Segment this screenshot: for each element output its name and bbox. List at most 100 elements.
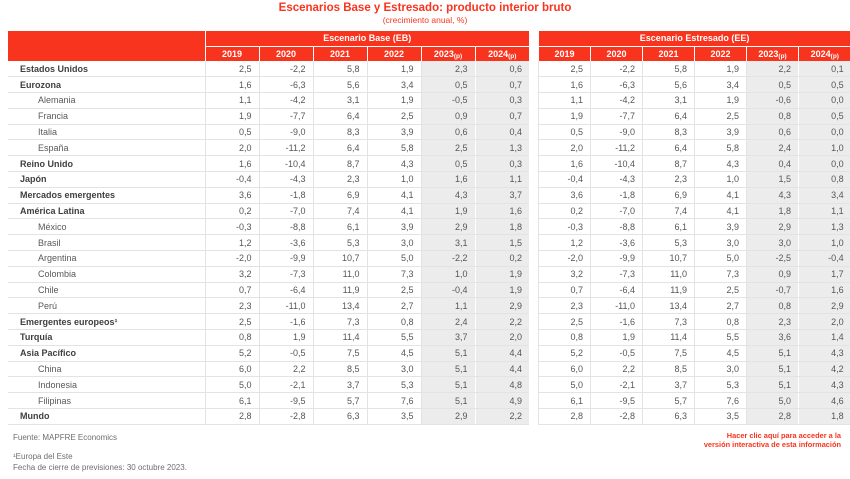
value-cell: 2,5 (694, 282, 747, 299)
value-cell: 7,6 (694, 392, 747, 410)
value-cell: 0,6 (420, 124, 475, 141)
value-cell: 3,6 (204, 187, 259, 204)
value-cell: -7,3 (258, 266, 313, 283)
value-cell: 2,9 (746, 218, 799, 236)
value-cell: 5,1 (420, 392, 475, 410)
value-cell: -10,4 (590, 155, 643, 173)
value-cell: 3,2 (538, 266, 591, 283)
value-cell: 4,3 (746, 187, 799, 204)
value-cell: 8,3 (312, 124, 367, 141)
value-cell: -9,0 (258, 124, 313, 141)
table-row: Perú 2,3 -11,0 13,4 2,7 1,1 2,9 (8, 297, 530, 315)
value-cell: 2,3 (312, 171, 367, 188)
value-cell: 6,1 (538, 392, 591, 410)
table-row: América Latina 0,2 -7,0 7,4 4,1 1,9 1,6 (8, 203, 530, 220)
table-row: Turquía 0,8 1,9 11,4 5,5 3,7 2,0 (8, 329, 530, 346)
value-cell: 3,0 (366, 361, 421, 378)
year-column-header: 2023(p) (420, 46, 475, 61)
row-label: Francia (8, 108, 205, 125)
value-cell: 0,0 (798, 92, 850, 109)
value-cell: 11,4 (312, 329, 367, 346)
table-row: Italia 0,5 -9,0 8,3 3,9 0,6 0,4 (8, 124, 530, 141)
value-cell: 2,3 (420, 61, 475, 78)
value-cell: 4,9 (474, 392, 530, 410)
value-cell: 0,3 (474, 155, 530, 173)
value-cell: 5,8 (312, 61, 367, 78)
value-cell: 3,7 (312, 376, 367, 394)
value-cell: 3,6 (538, 187, 591, 204)
value-cell: 6,4 (312, 139, 367, 157)
row-label: Mundo (8, 408, 205, 425)
value-cell: -4,2 (590, 92, 643, 109)
value-cell: -3,6 (258, 234, 313, 252)
value-cell: 6,1 (204, 392, 259, 410)
value-cell: 1,6 (538, 155, 591, 173)
value-cell: 0,4 (746, 155, 799, 173)
row-label: Turquía (8, 329, 205, 346)
value-cell: -0,4 (204, 171, 259, 188)
page-title: Escenarios Base y Estresado: producto in… (278, 2, 572, 14)
row-label: Reino Unido (8, 155, 205, 173)
table-row: Argentina -2,0 -9,9 10,7 5,0 -2,2 0,2 (8, 250, 530, 267)
value-cell: 2,9 (798, 297, 850, 315)
value-cell: 7,3 (312, 313, 367, 331)
value-cell: 4,1 (694, 203, 747, 220)
value-cell: 5,7 (642, 392, 695, 410)
value-cell: -7,3 (590, 266, 643, 283)
value-cell: 5,0 (694, 250, 747, 267)
value-cell: 1,1 (420, 297, 475, 315)
value-cell: 5,0 (204, 376, 259, 394)
value-cell: 5,3 (642, 234, 695, 252)
value-cell: -0,4 (798, 250, 850, 267)
value-cell: -2,2 (420, 250, 475, 267)
value-cell: 1,1 (204, 92, 259, 109)
value-cell: -1,8 (258, 187, 313, 204)
value-cell: 2,0 (204, 139, 259, 157)
value-cell: -7,7 (590, 108, 643, 125)
value-cell: 11,0 (312, 266, 367, 283)
value-cell: 1,9 (538, 108, 591, 125)
figure-footer: Fuente: MAPFRE Economics ¹Europa del Est… (13, 433, 187, 473)
table-row: 1,6 -6,3 5,6 3,4 0,5 0,5 (538, 76, 850, 94)
interactive-version-link[interactable]: Hacer clic aquí para acceder a la versió… (703, 431, 841, 449)
value-cell: 2,5 (366, 282, 421, 299)
value-cell: 2,4 (420, 313, 475, 331)
table-row: 6,0 2,2 8,5 3,0 5,1 4,2 (538, 361, 850, 378)
value-cell: 1,9 (474, 282, 530, 299)
value-cell: -8,8 (258, 218, 313, 236)
value-cell: 3,1 (642, 92, 695, 109)
forecast-closing-date-note: Fecha de cierre de previsiones: 30 octub… (13, 463, 187, 472)
value-cell: -11,0 (590, 297, 643, 315)
row-label: España (8, 139, 205, 157)
value-cell: 2,5 (694, 108, 747, 125)
value-cell: -0,5 (258, 345, 313, 362)
figure-header: Escenarios Base y Estresado: producto in… (0, 2, 850, 25)
value-cell: 0,8 (746, 297, 799, 315)
value-cell: 2,4 (746, 139, 799, 157)
value-cell: 1,6 (420, 171, 475, 188)
value-cell: 1,4 (798, 329, 850, 346)
value-cell: 4,8 (474, 376, 530, 394)
value-cell: 3,1 (420, 234, 475, 252)
value-cell: 10,7 (642, 250, 695, 267)
value-cell: 3,9 (694, 218, 747, 236)
value-cell: 2,2 (590, 361, 643, 378)
value-cell: -0,3 (538, 218, 591, 236)
stressed-scenario-group-header: Escenario Estresado (EE) (538, 31, 850, 47)
value-cell: 4,3 (798, 376, 850, 394)
year-column-header: 2020 (258, 46, 313, 61)
row-label: Japón (8, 171, 205, 188)
value-cell: -0,5 (590, 345, 643, 362)
value-cell: 1,6 (204, 76, 259, 94)
value-cell: 4,5 (694, 345, 747, 362)
table-row: 5,2 -0,5 7,5 4,5 5,1 4,3 (538, 345, 850, 362)
value-cell: 11,4 (642, 329, 695, 346)
value-cell: 2,8 (204, 408, 259, 425)
value-cell: 8,7 (312, 155, 367, 173)
value-cell: 7,3 (642, 313, 695, 331)
table-row: Colombia 3,2 -7,3 11,0 7,3 1,0 1,9 (8, 266, 530, 283)
value-cell: -1,8 (590, 187, 643, 204)
value-cell: 11,9 (312, 282, 367, 299)
value-cell: 4,3 (694, 155, 747, 173)
value-cell: 8,5 (312, 361, 367, 378)
